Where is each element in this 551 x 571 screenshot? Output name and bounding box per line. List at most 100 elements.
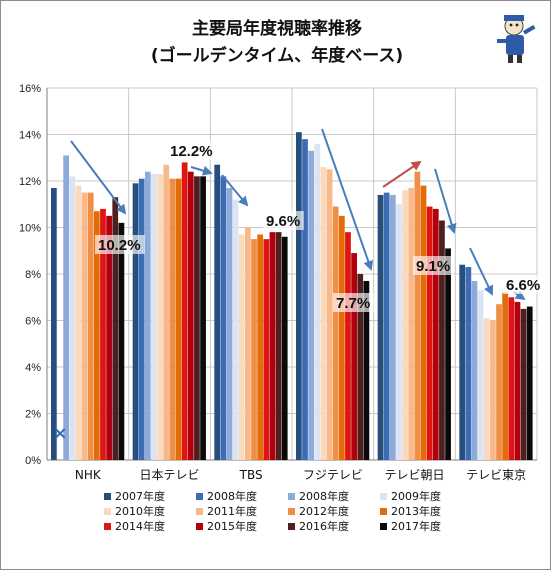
bar <box>144 171 151 460</box>
bar <box>232 199 239 460</box>
bar <box>138 178 145 461</box>
y-tick-label: 8% <box>25 269 41 281</box>
bar <box>338 215 345 460</box>
legend-swatch <box>104 508 111 515</box>
legend-swatch <box>196 508 203 515</box>
legend-label: 2011年度 <box>207 504 257 518</box>
callout-label: 12.2% <box>170 143 213 160</box>
bar <box>245 227 251 460</box>
y-tick-label: 12% <box>19 176 41 188</box>
bar <box>100 208 106 460</box>
bar <box>439 220 445 460</box>
bar <box>314 143 321 461</box>
legend-swatch <box>380 523 387 530</box>
callout-label: 6.6% <box>506 277 540 294</box>
trend-arrow <box>382 160 422 188</box>
bar <box>251 239 257 460</box>
bar <box>351 253 357 460</box>
callout-backdrop <box>503 275 544 294</box>
bar <box>396 204 402 460</box>
y-tick-label: 4% <box>25 362 41 374</box>
callout-label: 10.2% <box>98 237 141 254</box>
callout-label: 7.7% <box>336 295 370 312</box>
bar <box>459 264 466 460</box>
bar <box>526 306 533 460</box>
callout-label: 9.6% <box>266 213 300 230</box>
category-label: NHK <box>75 468 102 482</box>
legend-swatch <box>196 523 203 530</box>
bar <box>363 280 370 460</box>
trend-arrow <box>321 128 374 271</box>
y-tick-label: 2% <box>25 409 41 421</box>
category-label: テレビ東京 <box>466 468 526 482</box>
category-label: TBS <box>239 468 263 482</box>
trend-arrow <box>190 165 213 176</box>
bar <box>432 208 439 460</box>
legend-label: 2010年度 <box>115 504 165 518</box>
bar <box>420 185 427 460</box>
legend-label: 2009年度 <box>391 489 441 503</box>
bar <box>181 162 188 460</box>
chart-subtitle: (ゴールデンタイム、年度ベース) <box>151 45 403 66</box>
legend-label: 2014年度 <box>115 519 165 533</box>
category-label: 日本テレビ <box>139 468 199 482</box>
bar <box>200 176 206 460</box>
bar <box>220 176 227 460</box>
bar <box>389 194 396 460</box>
bar <box>51 187 57 460</box>
bar <box>490 320 496 460</box>
bar <box>132 183 139 460</box>
legend-swatch <box>104 523 111 530</box>
bar <box>281 236 288 460</box>
bar <box>112 197 119 460</box>
bar <box>426 206 433 460</box>
category-label: フジテレビ <box>303 468 363 482</box>
legend-label: 2016年度 <box>299 519 349 533</box>
bar <box>269 232 276 460</box>
bar <box>75 185 82 460</box>
bars: × <box>51 132 533 461</box>
legend-label: 2013年度 <box>391 504 441 518</box>
trend-arrow <box>221 174 249 207</box>
legend-label: 2007年度 <box>115 489 165 503</box>
bar <box>414 171 421 460</box>
bar <box>93 211 100 460</box>
y-tick-label: 10% <box>19 223 41 235</box>
bar <box>257 234 264 460</box>
bar <box>345 232 351 460</box>
trend-arrow <box>70 140 127 215</box>
bar <box>163 164 170 460</box>
bar <box>320 167 327 461</box>
legend-label: 2012年度 <box>299 504 349 518</box>
bar <box>106 215 112 460</box>
bar <box>187 171 194 460</box>
missing-marker: × <box>53 423 68 444</box>
legend-label: 2008年度 <box>207 489 257 503</box>
bar <box>502 292 509 460</box>
bar <box>308 150 315 460</box>
bar <box>169 178 176 461</box>
legend-swatch <box>380 493 387 500</box>
y-tick-label: 16% <box>19 83 41 95</box>
legend: 2007年度 2008年度 2008年度 2009年度 2010年度 2011年度 2012… <box>104 489 441 533</box>
legend-swatch <box>196 493 203 500</box>
callout-backdrop <box>413 256 454 275</box>
bar <box>377 194 384 460</box>
bar <box>214 164 221 460</box>
bar <box>445 248 451 460</box>
legend-label: 2017年度 <box>391 519 441 533</box>
bar <box>194 176 200 460</box>
legend-swatch <box>288 523 295 530</box>
bar <box>87 192 94 460</box>
bar <box>226 187 233 460</box>
y-tick-label: 0% <box>25 455 41 467</box>
y-tick-label: 6% <box>25 316 41 328</box>
bar <box>465 267 472 460</box>
bar <box>238 234 245 460</box>
bar <box>471 280 478 460</box>
bar <box>496 304 502 460</box>
legend-label: 2008年度 <box>299 489 349 503</box>
bar <box>332 206 339 460</box>
trend-arrow <box>434 168 457 234</box>
